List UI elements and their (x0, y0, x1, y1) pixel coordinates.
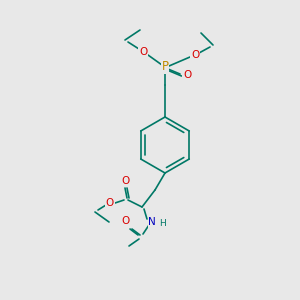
Text: O: O (121, 176, 129, 186)
Text: P: P (161, 61, 169, 74)
Text: H: H (159, 220, 165, 229)
Text: O: O (106, 198, 114, 208)
Text: O: O (122, 216, 130, 226)
Text: O: O (183, 70, 191, 80)
Text: N: N (148, 217, 156, 227)
Text: O: O (191, 50, 199, 60)
Text: O: O (139, 47, 147, 57)
